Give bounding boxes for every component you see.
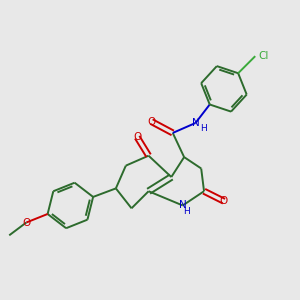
Text: H: H xyxy=(200,124,207,133)
Text: O: O xyxy=(22,218,30,227)
Text: N: N xyxy=(192,118,200,128)
Text: H: H xyxy=(184,207,190,216)
Text: O: O xyxy=(220,196,228,206)
Text: N: N xyxy=(179,200,187,211)
Text: O: O xyxy=(147,117,155,127)
Text: Cl: Cl xyxy=(258,51,268,61)
Text: O: O xyxy=(133,132,141,142)
